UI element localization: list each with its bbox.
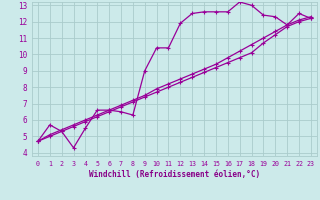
X-axis label: Windchill (Refroidissement éolien,°C): Windchill (Refroidissement éolien,°C) bbox=[89, 170, 260, 179]
